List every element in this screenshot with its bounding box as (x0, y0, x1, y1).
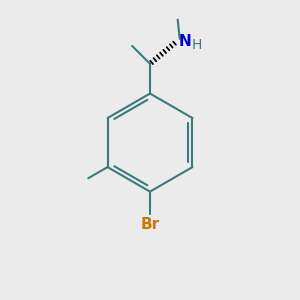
Text: Br: Br (140, 218, 160, 232)
Text: H: H (192, 38, 202, 52)
Text: N: N (178, 34, 191, 49)
